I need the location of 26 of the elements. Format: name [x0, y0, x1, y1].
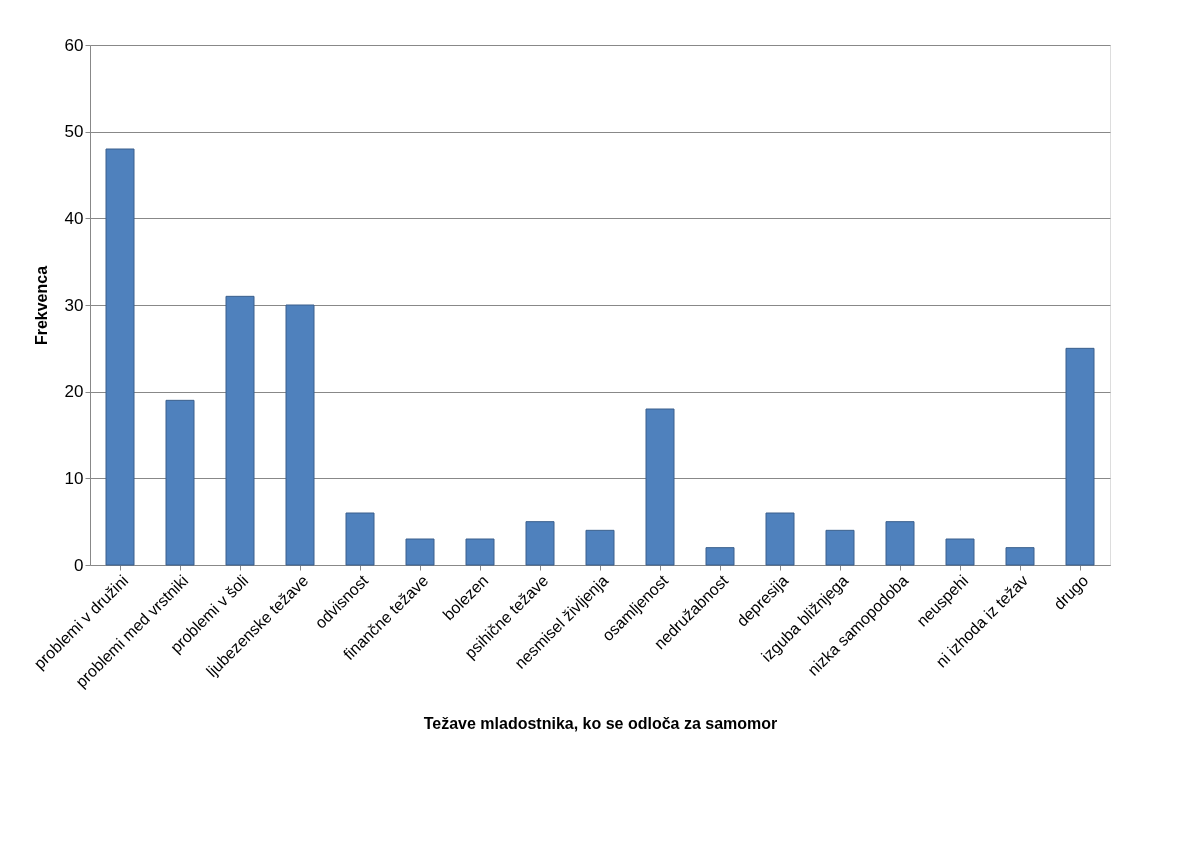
x-axis-title: Težave mladostnika, ko se odloča za samomor [423, 714, 778, 732]
y-tick-label: 50 [64, 122, 84, 142]
bar [225, 295, 255, 566]
bar [825, 529, 855, 566]
bar [1005, 547, 1035, 566]
y-tick-label: 60 [64, 35, 84, 55]
bar [945, 538, 975, 566]
bar [585, 529, 615, 566]
bar [765, 512, 795, 566]
y-tick-label: 10 [64, 468, 84, 488]
y-axis-title: Frekvenca [32, 265, 50, 346]
y-tick-label: 40 [64, 208, 84, 228]
y-tick-label: 30 [64, 295, 84, 315]
bar [885, 521, 915, 566]
bar [525, 521, 555, 566]
bar [105, 148, 135, 566]
y-tick-label: 20 [64, 382, 84, 402]
bar [165, 399, 195, 566]
bar [645, 408, 675, 566]
bar [285, 304, 315, 566]
y-tick-label: 0 [74, 555, 84, 575]
bar [705, 547, 735, 566]
bar [405, 538, 435, 566]
bar [465, 538, 495, 566]
bar [345, 512, 375, 566]
bar [1065, 347, 1095, 566]
